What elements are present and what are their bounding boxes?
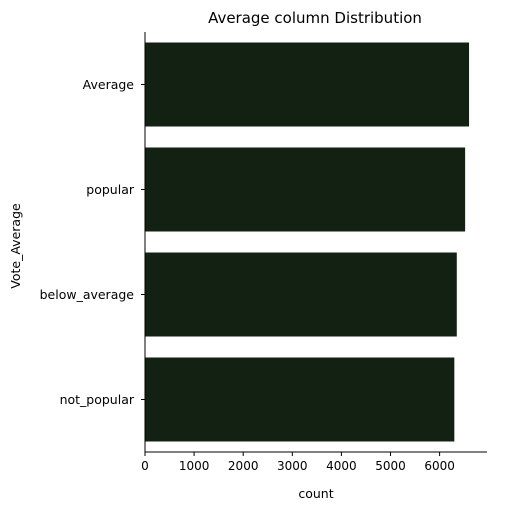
- y-axis-label: Vote_Average: [8, 203, 23, 289]
- x-tick-label: 6000: [424, 459, 455, 473]
- x-axis-label: count: [298, 486, 333, 501]
- y-tick-label: Average: [83, 77, 135, 92]
- x-tick-label: 0: [141, 459, 149, 473]
- y-tick-label: below_average: [40, 287, 135, 302]
- bar-popular: [145, 148, 465, 232]
- chart-title: Average column Distribution: [208, 9, 422, 27]
- x-tick-label: 3000: [277, 459, 308, 473]
- bar-not-popular: [145, 358, 454, 442]
- x-ticks-group: 0 1000 2000 3000 4000 5000 6000: [141, 452, 455, 473]
- x-tick-label: 1000: [179, 459, 210, 473]
- x-tick-label: 5000: [375, 459, 406, 473]
- x-tick-label: 2000: [228, 459, 259, 473]
- y-tick-label: not_popular: [60, 392, 135, 407]
- y-ticks-group: Average popular below_average not_popular: [40, 77, 145, 407]
- bar-below-average: [145, 253, 457, 337]
- y-tick-label: popular: [86, 182, 135, 197]
- x-tick-label: 4000: [326, 459, 357, 473]
- bar-average: [145, 43, 469, 127]
- bars-group: [145, 43, 469, 442]
